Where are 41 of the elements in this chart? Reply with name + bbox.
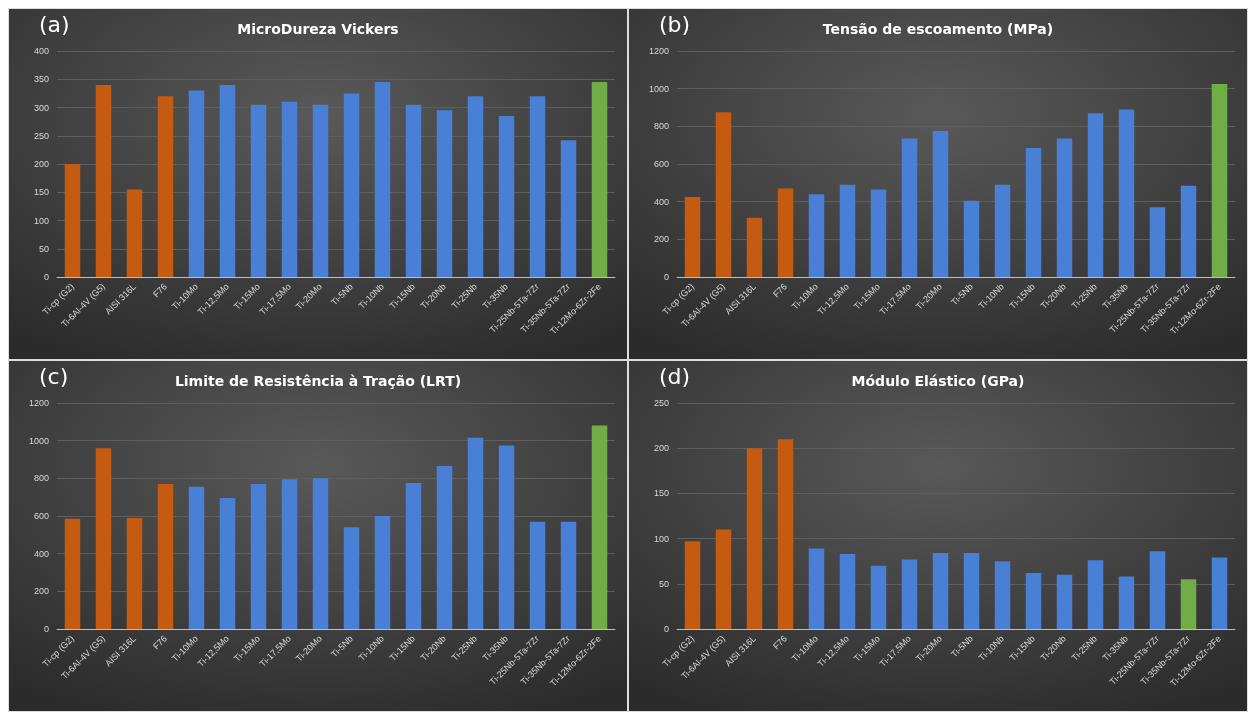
y-tick-label: 1200 (648, 46, 669, 56)
y-tick-label: 50 (658, 578, 669, 589)
y-tick-label: 0 (663, 272, 669, 282)
y-tick-label: 200 (653, 443, 669, 454)
chart-title: Módulo Elástico (GPa) (851, 373, 1025, 389)
chart-title: MicroDureza Vickers (237, 21, 399, 37)
x-tick-label: F76 (771, 281, 790, 300)
y-tick-label: 250 (33, 130, 49, 141)
y-tick-label: 0 (43, 624, 49, 634)
y-tick-label: 100 (653, 533, 669, 544)
y-tick-label: 50 (38, 243, 49, 254)
y-tick-label: 350 (33, 74, 49, 85)
y-tick-label: 1000 (648, 83, 669, 94)
text: (b) (659, 11, 691, 37)
y-tick-label: 300 (33, 102, 49, 113)
y-tick-label: 0 (663, 624, 669, 634)
y-tick-label: 200 (33, 586, 49, 597)
y-tick-label: 1000 (28, 435, 49, 446)
y-tick-label: 800 (653, 121, 669, 132)
chart-title: Limite de Resistência à Tração (LRT) (174, 373, 462, 389)
y-tick-label: 0 (43, 272, 49, 282)
y-tick-label: 400 (653, 196, 669, 207)
y-tick-label: 600 (653, 159, 669, 169)
y-tick-label: 150 (33, 187, 49, 198)
x-tick-label: F76 (151, 633, 170, 652)
y-tick-label: 1200 (28, 398, 49, 408)
y-tick-label: 400 (33, 46, 49, 56)
y-tick-label: 150 (653, 488, 669, 499)
y-tick-label: 200 (33, 159, 49, 169)
x-tick-label: F76 (151, 281, 170, 300)
y-tick-label: 600 (33, 511, 49, 521)
text: (a) (39, 11, 70, 37)
y-tick-label: 250 (653, 398, 669, 408)
y-tick-label: 200 (653, 234, 669, 245)
y-tick-label: 400 (33, 548, 49, 559)
x-tick-label: F76 (771, 633, 790, 652)
y-tick-label: 100 (33, 215, 49, 226)
chart-title: Tensão de escoamento (MPa) (822, 21, 1054, 37)
text: (d) (659, 363, 691, 389)
y-tick-label: 800 (33, 473, 49, 484)
text: (c) (39, 363, 69, 389)
